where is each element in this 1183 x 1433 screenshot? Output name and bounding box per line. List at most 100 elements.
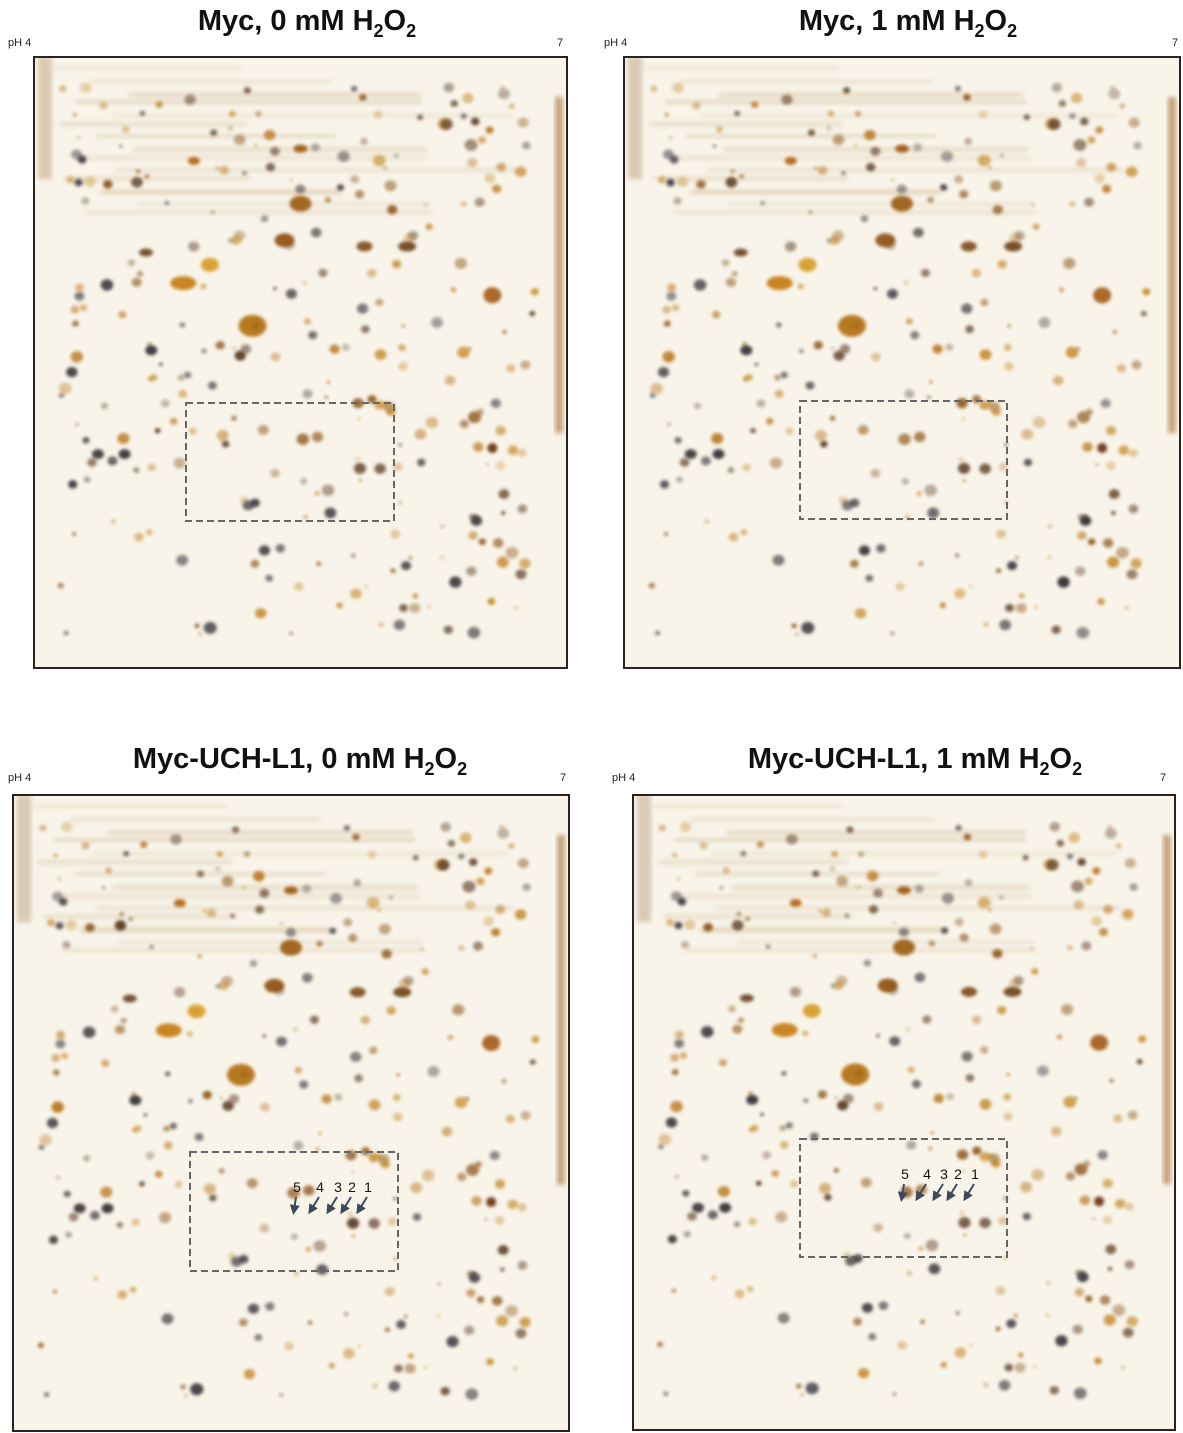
protein-spot <box>334 1094 342 1101</box>
protein-spot <box>375 349 387 360</box>
protein-spot <box>907 1271 912 1276</box>
protein-spot <box>734 249 748 257</box>
protein-spot <box>466 1289 475 1298</box>
protein-spot <box>506 1115 515 1124</box>
protein-spot <box>204 622 217 634</box>
protein-spot <box>93 1276 98 1280</box>
protein-spot <box>818 1090 827 1099</box>
protein-spot <box>1116 547 1129 559</box>
protein-spot <box>519 558 530 568</box>
protein-spot <box>215 867 220 872</box>
gel-streak <box>674 839 1026 841</box>
protein-spot <box>139 249 153 257</box>
protein-spot <box>876 544 886 553</box>
ph-right-label: 7 <box>557 37 563 49</box>
protein-spot <box>732 271 738 277</box>
protein-spot <box>941 1362 947 1368</box>
protein-spot <box>1085 878 1093 885</box>
protein-spot <box>469 858 478 866</box>
protein-spot <box>1108 1267 1113 1271</box>
protein-spot <box>101 403 108 410</box>
protein-spot <box>300 478 307 484</box>
protein-spot <box>865 575 873 582</box>
protein-spot <box>464 1325 474 1335</box>
protein-spot <box>1057 577 1069 588</box>
protein-spot <box>972 269 982 278</box>
protein-spot <box>399 501 402 504</box>
protein-spot <box>1051 1126 1062 1136</box>
protein-spot <box>940 184 947 191</box>
protein-spot <box>827 111 834 117</box>
protein-spot <box>941 927 948 934</box>
protein-spot <box>80 304 88 311</box>
protein-spot <box>687 1212 697 1221</box>
protein-spot <box>518 1203 527 1211</box>
protein-spot <box>841 171 845 175</box>
protein-spot <box>355 457 360 461</box>
protein-spot <box>685 449 697 459</box>
protein-spot <box>493 538 504 548</box>
protein-spot <box>294 582 304 591</box>
protein-spot <box>255 905 264 913</box>
protein-spot <box>732 1024 742 1033</box>
protein-spot <box>479 538 486 545</box>
protein-spot <box>130 1287 137 1293</box>
gel-streak <box>107 831 413 835</box>
protein-spot <box>71 306 80 314</box>
protein-spot <box>932 344 942 353</box>
protein-spot <box>675 437 682 444</box>
protein-spot <box>927 197 933 203</box>
protein-spot <box>62 941 70 949</box>
protein-spot <box>820 441 827 448</box>
protein-spot <box>1102 1179 1112 1189</box>
protein-spot <box>399 604 408 612</box>
protein-spot <box>1125 1202 1134 1210</box>
ph-left-label: pH 4 <box>8 37 31 49</box>
protein-spot <box>189 428 197 435</box>
protein-spot <box>357 303 368 313</box>
protein-spot <box>313 1240 326 1252</box>
protein-spot <box>344 1312 349 1316</box>
protein-spot <box>955 1347 967 1357</box>
protein-spot <box>959 457 964 461</box>
gel-streak <box>33 805 228 807</box>
protein-spot <box>1039 317 1051 328</box>
protein-spot <box>1059 100 1067 107</box>
protein-spot <box>963 1234 966 1237</box>
protein-spot <box>410 1182 422 1193</box>
protein-spot <box>348 1212 353 1216</box>
protein-spot <box>842 500 853 510</box>
protein-spot <box>381 1160 390 1168</box>
protein-spot <box>342 344 350 351</box>
protein-spot <box>864 960 872 967</box>
protein-spot <box>159 1212 171 1223</box>
protein-spot <box>38 1342 44 1348</box>
protein-spot <box>958 1217 970 1228</box>
protein-spot <box>361 325 370 333</box>
protein-spot <box>491 399 501 408</box>
protein-spot <box>286 928 296 937</box>
protein-spot <box>1082 514 1087 519</box>
title-text: Myc-UCH-L1, 1 mM H <box>748 743 1040 775</box>
protein-spot <box>291 1234 298 1240</box>
protein-spot <box>1023 855 1029 861</box>
protein-spot <box>751 1125 758 1131</box>
protein-spot <box>235 350 246 360</box>
protein-spot <box>812 870 819 877</box>
protein-spot <box>893 921 897 924</box>
protein-spot <box>833 350 844 360</box>
protein-spot <box>289 178 293 181</box>
protein-spot <box>1132 360 1142 369</box>
protein-spot <box>337 184 344 191</box>
protein-spot <box>1048 525 1052 528</box>
protein-spot <box>497 557 509 568</box>
protein-spot <box>351 86 357 92</box>
protein-spot <box>348 934 357 943</box>
protein-spot <box>460 832 472 843</box>
protein-spot <box>1077 858 1086 866</box>
protein-spot <box>940 602 946 608</box>
protein-spot <box>928 1263 940 1274</box>
protein-spot <box>518 858 529 868</box>
protein-spot <box>897 1341 907 1350</box>
protein-spot <box>102 886 106 889</box>
